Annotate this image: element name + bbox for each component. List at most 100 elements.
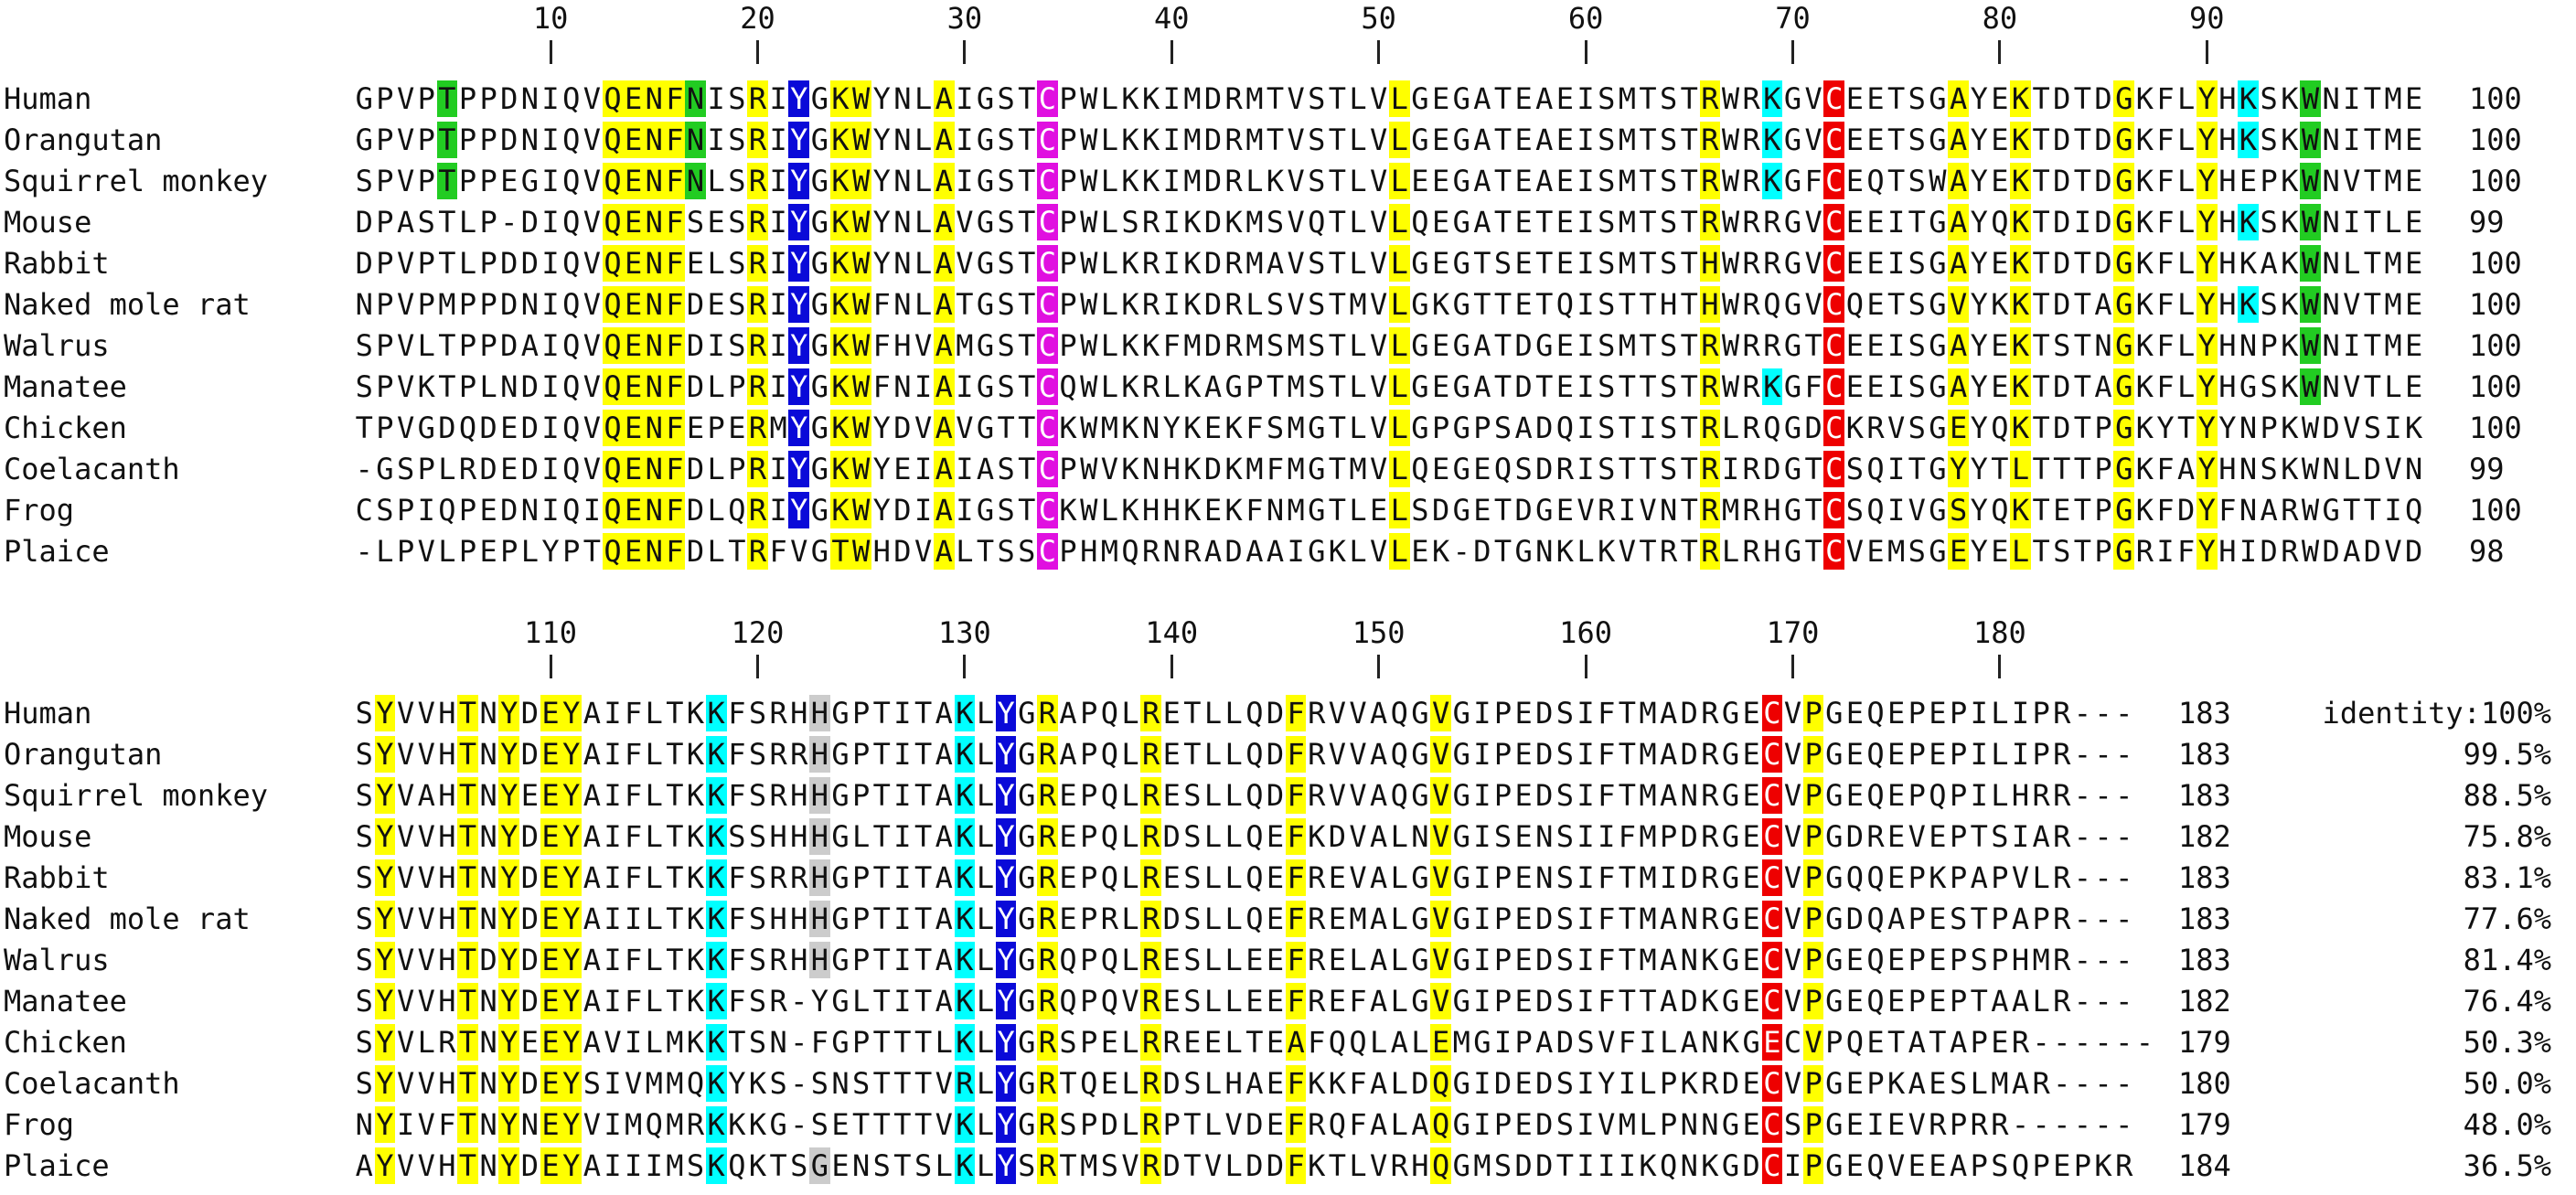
residue: N <box>831 1066 850 1101</box>
residue: P <box>852 902 871 936</box>
residue: P <box>1802 901 1824 937</box>
residue: R <box>1659 534 1678 569</box>
residue: A <box>583 1025 601 1060</box>
residue: R <box>1100 902 1118 936</box>
residue: V <box>583 411 601 445</box>
residue: V <box>1430 942 1451 978</box>
species-name: Naked mole rat <box>4 902 251 936</box>
residue: F <box>2156 205 2175 240</box>
residue: E <box>623 204 644 240</box>
residue: P <box>1908 778 1926 813</box>
residue: I <box>893 778 912 813</box>
residue: D <box>1535 411 1554 445</box>
residue: T <box>1887 1025 1906 1060</box>
residue: G <box>1783 411 1802 445</box>
residue: R <box>1742 369 1760 404</box>
ruler-label: 40 <box>1154 1 1190 36</box>
residue: F <box>1598 778 1616 813</box>
identity-percent: 50.3% <box>2463 1025 2551 1060</box>
ruler-label: 50 <box>1361 1 1396 36</box>
residue: I <box>893 902 912 936</box>
residue: I <box>914 369 933 404</box>
residue: H <box>809 736 830 773</box>
residue: T <box>1618 369 1636 404</box>
residue: D <box>520 369 540 404</box>
residue: G <box>1452 1066 1470 1101</box>
residue: A <box>1680 1025 1698 1060</box>
residue-count: 100 <box>2469 164 2522 198</box>
residue: K <box>1183 452 1202 486</box>
residue: L <box>2176 246 2196 281</box>
residue: I <box>1577 287 1595 322</box>
residue: V <box>417 534 435 569</box>
residue: V <box>1370 369 1388 404</box>
residue: F <box>2218 493 2237 528</box>
residue: K <box>1224 205 1243 240</box>
residue: T <box>1618 287 1636 322</box>
residue: G <box>1411 778 1429 813</box>
residue: G <box>376 452 394 486</box>
residue: M <box>1287 411 1305 445</box>
residue: N <box>1141 452 1160 486</box>
residue: G <box>1929 81 1947 116</box>
residue: T <box>457 1065 478 1102</box>
residue: G <box>1411 328 1429 363</box>
residue: F <box>1285 695 1307 731</box>
residue: P <box>852 696 871 731</box>
residue: V <box>1349 737 1367 772</box>
residue: I <box>541 369 560 404</box>
residue: G <box>1452 984 1470 1019</box>
residue: K <box>954 942 976 978</box>
residue: T <box>914 696 933 731</box>
residue: I <box>604 696 622 731</box>
residue: K <box>2281 411 2299 445</box>
residue: I <box>1162 123 1181 157</box>
residue: G <box>2113 245 2135 282</box>
residue: E <box>623 451 644 487</box>
residue: S <box>686 205 705 240</box>
residue: M <box>1618 1107 1636 1142</box>
residue: D <box>1493 1066 1512 1101</box>
residue: Y <box>498 1065 520 1102</box>
identity-percent: 75.8% <box>2463 819 2551 854</box>
residue: T <box>1618 860 1636 895</box>
residue: S <box>914 1148 933 1183</box>
residue: F <box>728 984 746 1019</box>
residue: T <box>666 943 684 977</box>
residue: K <box>2281 164 2299 198</box>
residue: H <box>438 1066 456 1101</box>
residue: G <box>1783 452 1802 486</box>
residue: S <box>1598 369 1616 404</box>
residue: L <box>2384 205 2402 240</box>
residue: N <box>893 369 912 404</box>
residue: C <box>1037 533 1058 570</box>
residue: E <box>1887 819 1906 854</box>
residue: L <box>1349 246 1367 281</box>
residue: V <box>1328 737 1347 772</box>
residue: L <box>1389 327 1410 364</box>
residue: W <box>2301 411 2320 445</box>
residue: D <box>1162 1066 1181 1101</box>
residue: G <box>810 205 829 240</box>
residue: P <box>500 534 518 569</box>
residue: V <box>396 246 415 281</box>
residue: K <box>1308 819 1326 854</box>
residue: P <box>479 328 497 363</box>
residue: G <box>1783 328 1802 363</box>
residue: V <box>396 411 415 445</box>
residue: Y <box>374 942 396 978</box>
residue: E <box>1845 737 1865 772</box>
residue: S <box>1908 287 1926 322</box>
residue: P <box>852 943 871 977</box>
ruler-tick <box>1377 40 1381 64</box>
ruler-tick <box>755 40 759 64</box>
residue: K <box>1701 943 1719 977</box>
residue: V <box>790 534 808 569</box>
residue: A <box>935 696 953 731</box>
residue: Q <box>1929 778 1947 813</box>
species-name: Coelacanth <box>4 1066 180 1101</box>
residue: A <box>933 286 955 323</box>
residue: C <box>1037 163 1058 199</box>
residue: Y <box>995 777 1017 814</box>
residue: E <box>623 286 644 323</box>
